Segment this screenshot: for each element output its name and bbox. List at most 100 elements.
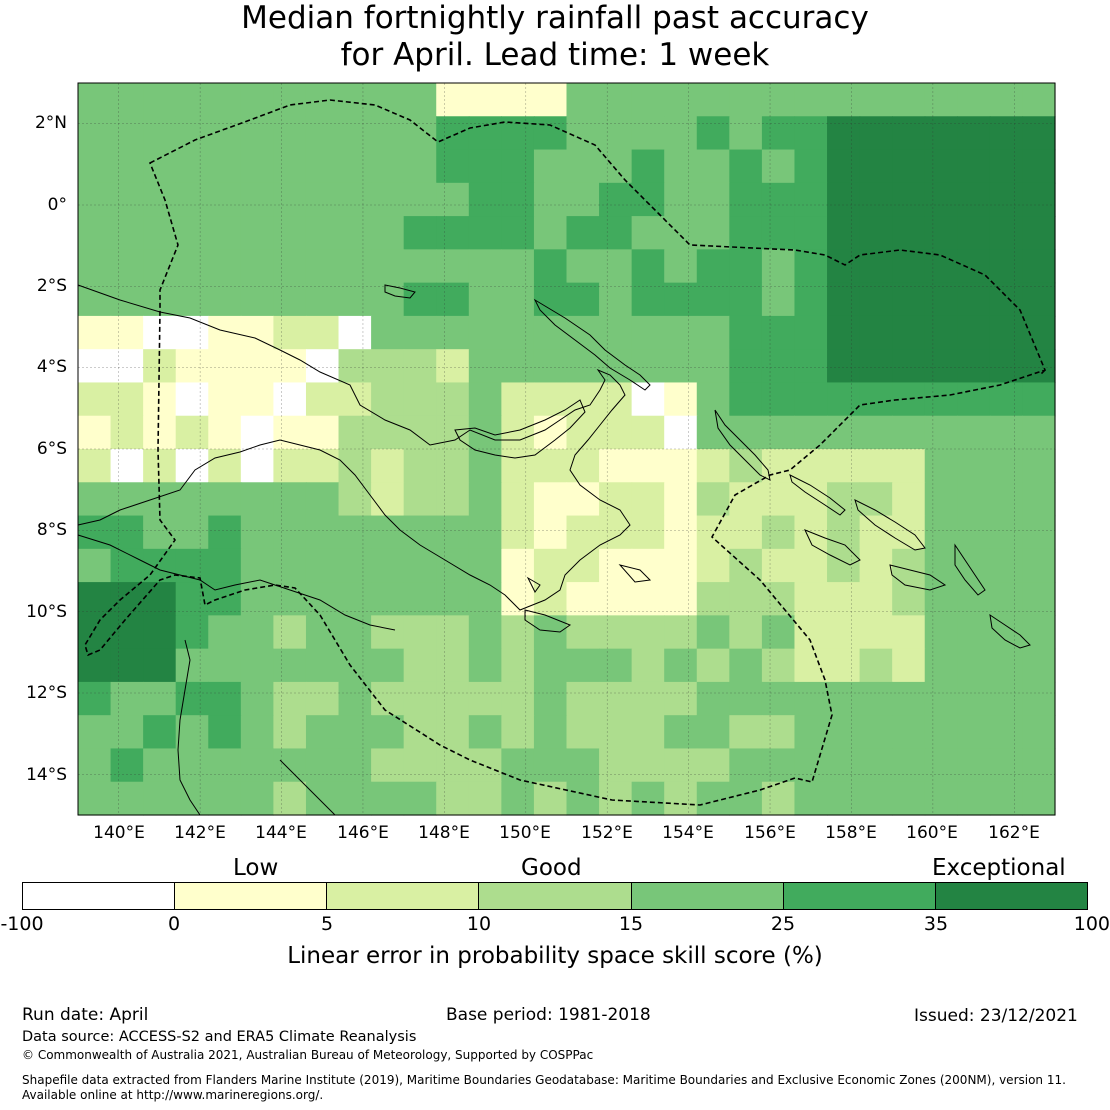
- grid-cell: [175, 781, 209, 816]
- grid-cell: [957, 282, 991, 317]
- grid-cell: [761, 648, 796, 683]
- grid-cell: [599, 548, 633, 583]
- grid-cell: [924, 548, 958, 583]
- coastline-guadalcanal: [889, 564, 947, 591]
- legend-category-good: Good: [521, 855, 582, 881]
- lon-tick-148E: 148°E: [418, 823, 470, 843]
- coastline-malaita: [954, 543, 986, 596]
- lat-tick-0: 0°: [47, 195, 67, 215]
- grid-cell: [143, 648, 177, 683]
- grid-cell: [436, 482, 470, 517]
- grid-cell: [1022, 648, 1056, 683]
- grid-cell: [664, 415, 698, 450]
- grid-cell: [501, 216, 535, 250]
- grid-cell: [989, 116, 1024, 151]
- grid-cell: [761, 315, 796, 350]
- grid-cell: [664, 382, 698, 417]
- grid-cell: [501, 83, 535, 117]
- grid-cell: [110, 648, 144, 683]
- grid-cell: [110, 715, 144, 750]
- coastline-png-islands: [524, 564, 652, 633]
- grid-cell: [794, 615, 828, 650]
- grid-cell: [859, 748, 893, 783]
- grid-cell: [696, 216, 730, 250]
- grid-cell: [338, 648, 372, 683]
- grid-cell: [631, 482, 665, 517]
- grid-cell: [1022, 382, 1056, 417]
- grid-cell: [957, 449, 991, 483]
- grid-cell: [501, 116, 535, 151]
- grid-cell: [533, 282, 568, 317]
- grid-cell: [338, 216, 372, 250]
- grid-cell: [110, 249, 144, 284]
- grid-cell: [794, 715, 828, 750]
- grid-cell: [924, 149, 958, 184]
- grid-cell: [761, 681, 796, 716]
- grid-cell: [468, 282, 502, 317]
- grid-cell: [78, 182, 112, 217]
- grid-cell: [892, 482, 926, 517]
- grid-cell: [599, 715, 633, 750]
- grid-cell: [957, 216, 991, 250]
- grid-cell: [338, 781, 372, 816]
- grid-cell: [924, 83, 958, 117]
- grid-cell: [989, 315, 1024, 350]
- grid-cell: [957, 349, 991, 384]
- grid-cell: [729, 216, 763, 250]
- grid-cell: [175, 382, 209, 417]
- grid-cell: [436, 149, 470, 184]
- grid-cell: [501, 449, 535, 483]
- grid-cell: [664, 648, 698, 683]
- grid-cell: [338, 615, 372, 650]
- grid-cell: [696, 83, 730, 117]
- grid-cell: [924, 349, 958, 384]
- grid-cell: [305, 715, 340, 750]
- grid-cell: [761, 548, 796, 583]
- grid-cell: [78, 282, 112, 317]
- grid-cell: [664, 449, 698, 483]
- grid-cell: [859, 182, 893, 217]
- grid-cell: [240, 515, 274, 550]
- grid-cell: [859, 582, 893, 616]
- grid-cell: [468, 349, 502, 384]
- grid-cell: [892, 315, 926, 350]
- grid-cell: [143, 582, 177, 616]
- grid-cell: [305, 149, 340, 184]
- coastline-new-georgia: [804, 529, 861, 566]
- grid-cell: [1022, 216, 1056, 250]
- grid-cell: [533, 349, 568, 384]
- grid-cell: [468, 182, 502, 217]
- grid-cell: [305, 315, 340, 350]
- lat-tick-14S: 14°S: [26, 765, 67, 785]
- grid-cell: [859, 83, 893, 117]
- grid-cell: [957, 249, 991, 284]
- eez-solomon-arc: [1039, 369, 1046, 376]
- grid-cell: [240, 748, 274, 783]
- grid-cell: [403, 415, 437, 450]
- grid-cell: [761, 149, 796, 184]
- grid-cell: [175, 449, 209, 483]
- lon-tick-150E: 150°E: [499, 823, 551, 843]
- grid-cell: [1022, 449, 1056, 483]
- coastline-santa-isabel: [854, 499, 926, 551]
- grid-cell: [827, 349, 861, 384]
- grid-cell: [208, 548, 242, 583]
- grid-cell: [371, 315, 405, 350]
- grid-cell: [729, 681, 763, 716]
- grid-cell: [110, 182, 144, 217]
- grid-cell: [338, 116, 372, 151]
- grid-cell: [631, 415, 665, 450]
- grid-cell: [599, 449, 633, 483]
- grid-cell: [794, 349, 828, 384]
- grid-cell: [305, 748, 340, 783]
- grid-cell: [924, 681, 958, 716]
- lat-tick-4S: 4°S: [36, 357, 67, 377]
- grid-cell: [696, 482, 730, 517]
- grid-cell: [436, 415, 470, 450]
- grid-cell: [305, 515, 340, 550]
- legend-category-low: Low: [233, 855, 279, 881]
- colorbar-swatch-2: [175, 883, 328, 909]
- grid-cell: [599, 615, 633, 650]
- lon-tick-156E: 156°E: [744, 823, 796, 843]
- grid-cell: [794, 648, 828, 683]
